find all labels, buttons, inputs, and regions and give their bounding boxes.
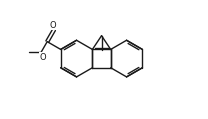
Text: O: O — [40, 53, 46, 62]
Text: O: O — [50, 21, 56, 30]
